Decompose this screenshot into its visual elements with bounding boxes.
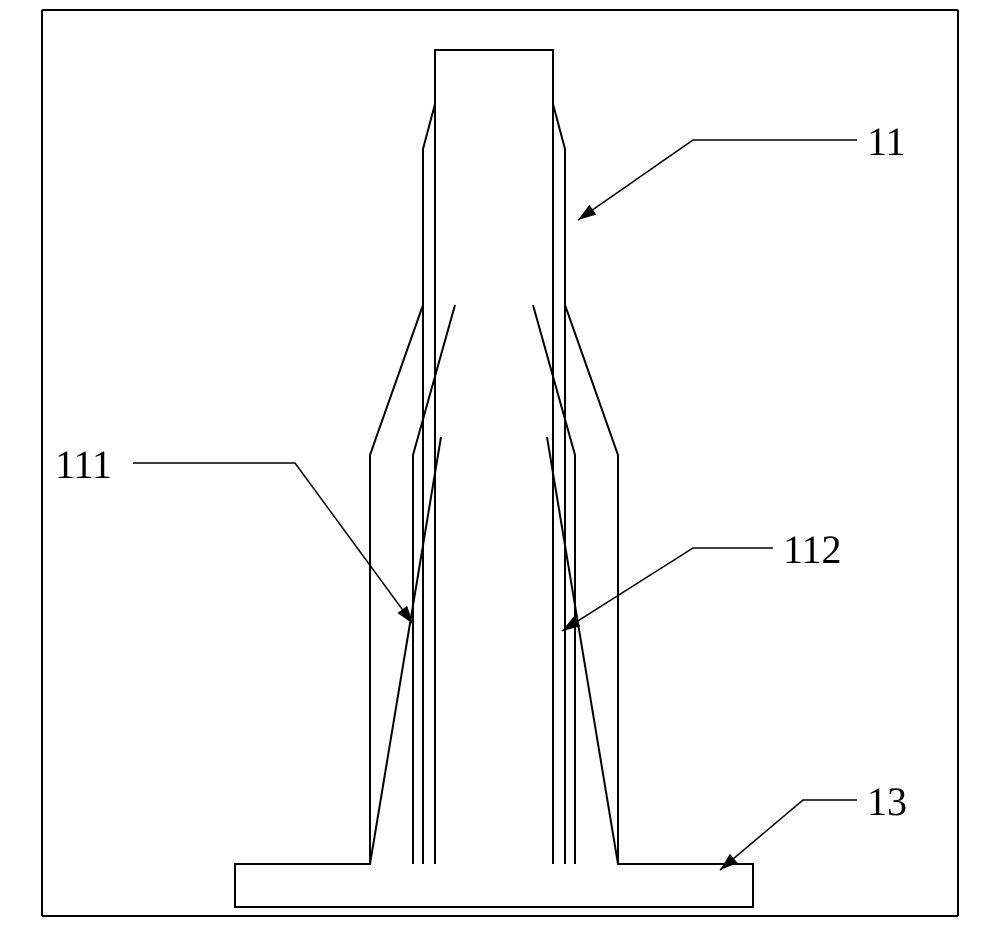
label-13: 13 — [867, 779, 907, 824]
label-112: 112 — [783, 527, 842, 572]
label-11: 11 — [867, 119, 906, 164]
label-111: 111 — [55, 442, 112, 487]
technical-drawing: 1111111213 — [0, 0, 1000, 929]
